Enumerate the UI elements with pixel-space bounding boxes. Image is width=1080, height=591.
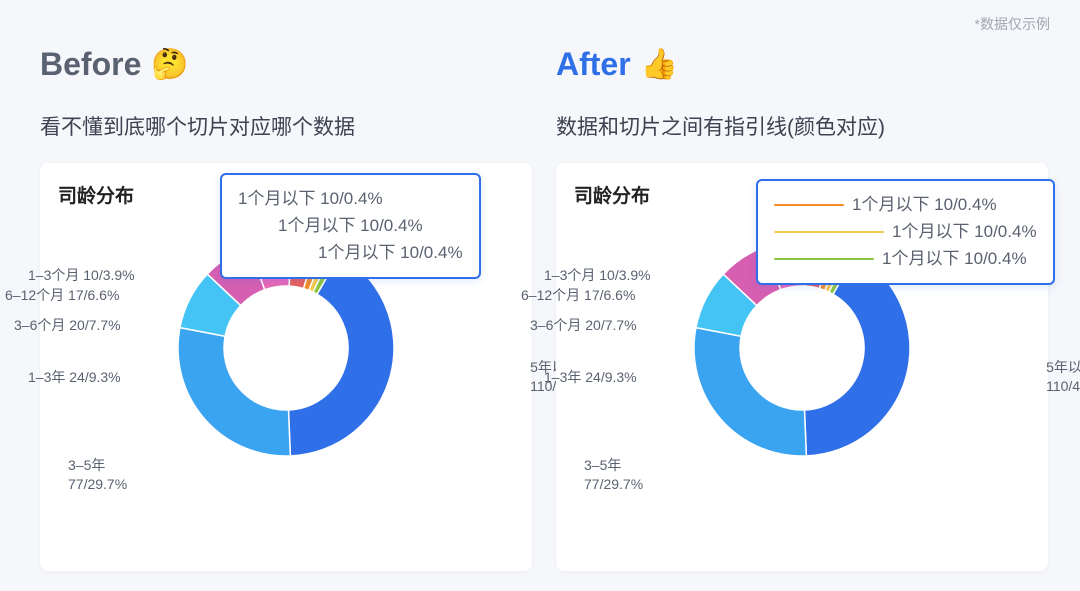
slice-label: 3–6个月 20/7.7% — [530, 316, 637, 335]
slice-label: 1–3年 24/9.3% — [544, 368, 637, 387]
popover-row: 1个月以下 10/0.4% — [238, 212, 463, 239]
slice-label: 3–5年77/29.7% — [584, 456, 643, 494]
after-header: After 👍 — [556, 46, 1048, 83]
slice-label: 6–12个月 17/6.6% — [521, 286, 635, 305]
slice-label: 1–3个月 10/3.9% — [544, 266, 651, 285]
thinking-emoji-icon: 🤔 — [151, 50, 188, 80]
slice-label: 1–3个月 10/3.9% — [28, 266, 135, 285]
popover-text: 1个月以下 10/0.4% — [278, 212, 423, 239]
popover-text: 1个月以下 10/0.4% — [882, 245, 1027, 272]
popover-row: 1个月以下 10/0.4% — [238, 239, 463, 266]
donut-slice[interactable] — [178, 328, 290, 456]
after-panel: After 👍 数据和切片之间有指引线(颜色对应) 司龄分布 5年以上110/4… — [556, 20, 1048, 571]
slice-label: 6–12个月 17/6.6% — [5, 286, 119, 305]
comparison-container: Before 🤔 看不懂到底哪个切片对应哪个数据 司龄分布 5年以上110/42… — [0, 0, 1080, 591]
after-title: After — [556, 46, 631, 83]
popover-text: 1个月以下 10/0.4% — [892, 218, 1037, 245]
popover-text: 1个月以下 10/0.4% — [852, 191, 997, 218]
after-card: 司龄分布 5年以上110/42.5%3–5年77/29.7%1–3年 24/9.… — [556, 163, 1048, 571]
after-popover: 1个月以下 10/0.4%1个月以下 10/0.4%1个月以下 10/0.4% — [756, 179, 1055, 285]
before-card: 司龄分布 5年以上110/42.5%3–5年77/29.7%1–3年 24/9.… — [40, 163, 532, 571]
donut-slice[interactable] — [694, 328, 806, 456]
before-header: Before 🤔 — [40, 46, 532, 83]
before-subtitle: 看不懂到底哪个切片对应哪个数据 — [40, 111, 532, 141]
slice-label: 3–6个月 20/7.7% — [14, 316, 121, 335]
leader-line-icon — [774, 231, 884, 233]
popover-row: 1个月以下 10/0.4% — [774, 245, 1037, 272]
popover-row: 1个月以下 10/0.4% — [238, 185, 463, 212]
before-panel: Before 🤔 看不懂到底哪个切片对应哪个数据 司龄分布 5年以上110/42… — [40, 20, 532, 571]
popover-text: 1个月以下 10/0.4% — [318, 239, 463, 266]
before-popover: 1个月以下 10/0.4%1个月以下 10/0.4%1个月以下 10/0.4% — [220, 173, 481, 279]
disclaimer-text: *数据仅示例 — [975, 14, 1050, 34]
slice-label: 1–3年 24/9.3% — [28, 368, 121, 387]
leader-line-icon — [774, 204, 844, 206]
after-subtitle: 数据和切片之间有指引线(颜色对应) — [556, 111, 1048, 141]
thumbs-up-emoji-icon: 👍 — [641, 50, 678, 80]
popover-row: 1个月以下 10/0.4% — [774, 218, 1037, 245]
popover-row: 1个月以下 10/0.4% — [774, 191, 1037, 218]
slice-label: 5年以上110/42.5% — [1046, 358, 1080, 396]
popover-text: 1个月以下 10/0.4% — [238, 185, 383, 212]
before-title: Before — [40, 46, 141, 83]
slice-label: 3–5年77/29.7% — [68, 456, 127, 494]
leader-line-icon — [774, 258, 874, 260]
